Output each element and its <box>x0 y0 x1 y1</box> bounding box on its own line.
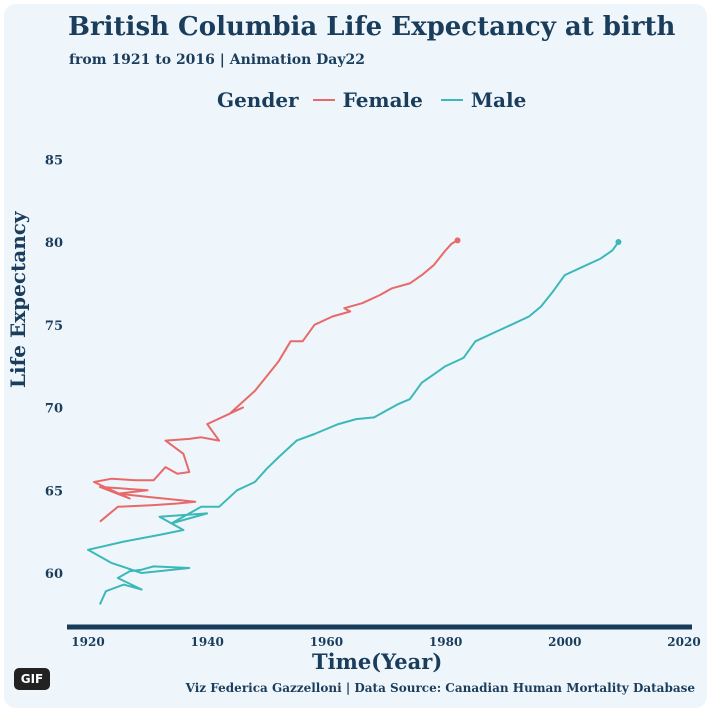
series-endpoint-female <box>454 237 461 244</box>
series-endpoint-male <box>615 239 622 245</box>
legend-key-female <box>312 99 335 101</box>
x-tick-label: 1920 <box>71 635 104 649</box>
x-axis-label: Time(Year) <box>312 649 443 674</box>
y-tick-label: 80 <box>45 236 63 251</box>
legend-key-male <box>440 99 463 101</box>
x-tick-label: 1960 <box>310 635 343 649</box>
x-tick-label: 2020 <box>667 635 700 649</box>
legend: Gender Female Male <box>217 88 526 112</box>
legend-title: Gender <box>217 88 299 112</box>
x-tick-label: 1940 <box>190 635 223 649</box>
plot-area: 60 65 70 75 80 85 1920 1940 1960 1980 2000 2020 <box>45 153 701 649</box>
x-tick-label: 1980 <box>429 635 462 649</box>
legend-label-female: Female <box>342 88 423 112</box>
chart-title: British Columbia Life Expectancy at birt… <box>68 12 676 42</box>
gif-badge: GIF <box>14 668 50 690</box>
series-line-female <box>93 239 458 523</box>
series-lines <box>87 237 622 605</box>
series-line-male <box>87 241 620 605</box>
chart-subtitle: from 1921 to 2016 | Animation Day22 <box>69 52 365 68</box>
legend-label-male: Male <box>470 88 527 112</box>
y-tick-label: 70 <box>45 402 63 417</box>
x-tick-label: 2000 <box>548 635 581 649</box>
caption: Viz Federica Gazzelloni | Data Source: C… <box>185 681 695 695</box>
x-axis-ticks: 1920 1940 1960 1980 2000 2020 <box>71 635 700 649</box>
y-tick-label: 75 <box>45 319 63 334</box>
chart-panel: British Columbia Life Expectancy at birt… <box>4 4 707 708</box>
y-tick-label: 65 <box>45 484 63 499</box>
y-axis-label: Life Expectancy <box>6 211 30 388</box>
y-tick-label: 60 <box>45 567 63 582</box>
y-axis-ticks: 60 65 70 75 80 85 <box>45 153 63 582</box>
y-tick-label: 85 <box>45 153 63 168</box>
